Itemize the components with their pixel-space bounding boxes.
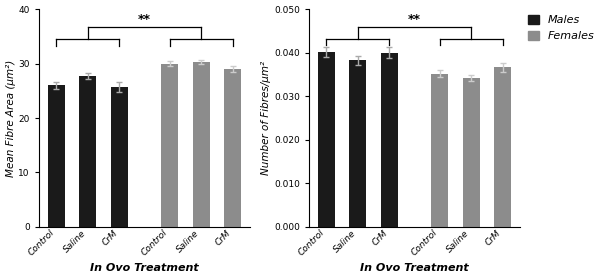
Y-axis label: Mean Fibre Area (μm²): Mean Fibre Area (μm²) (5, 59, 16, 177)
Bar (380, 53, 398, 227)
Y-axis label: Number of Fibres/μm²: Number of Fibres/μm² (261, 61, 271, 175)
Bar (110, 87, 128, 227)
Bar (349, 61, 367, 227)
Legend: Males, Females: Males, Females (527, 15, 595, 41)
Bar (494, 68, 511, 227)
Bar (79, 76, 97, 227)
Text: **: ** (138, 13, 151, 26)
Bar (47, 85, 65, 227)
Bar (431, 74, 448, 227)
Bar (317, 52, 335, 227)
Bar (224, 69, 241, 227)
Text: **: ** (408, 13, 421, 26)
Bar (161, 64, 178, 227)
Bar (463, 78, 480, 227)
X-axis label: In Ovo Treatment: In Ovo Treatment (360, 263, 469, 273)
Bar (193, 62, 210, 227)
X-axis label: In Ovo Treatment: In Ovo Treatment (90, 263, 199, 273)
